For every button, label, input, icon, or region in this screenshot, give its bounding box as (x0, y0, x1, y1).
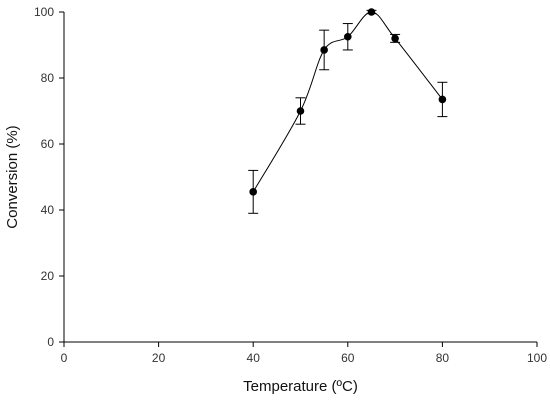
x-tick-label: 100 (527, 351, 547, 365)
y-tick-label: 40 (41, 203, 55, 217)
x-tick-label: 80 (436, 351, 450, 365)
axes (63, 12, 537, 343)
x-tick-label: 0 (61, 351, 68, 365)
data-point (320, 46, 328, 54)
x-tick-label: 40 (247, 351, 261, 365)
x-tick-label: 20 (152, 351, 166, 365)
data-point (438, 95, 447, 104)
data-point (391, 34, 399, 43)
y-tick-label: 100 (34, 5, 54, 19)
y-tick-label: 60 (41, 137, 55, 151)
data-point (249, 188, 257, 196)
y-axis-label: Conversion (%) (4, 125, 21, 228)
data-point (344, 32, 352, 41)
series-layer (248, 8, 448, 214)
y-tick-label: 80 (41, 71, 55, 85)
data-point (367, 8, 376, 16)
x-tick-label: 60 (341, 351, 355, 365)
x-axis-label: Temperature (ºC) (243, 378, 358, 395)
data-point (296, 107, 305, 115)
y-axis-ticks: 0 20 40 60 80 100 (34, 5, 64, 349)
y-tick-label: 20 (41, 269, 55, 283)
x-axis-ticks: 0 20 40 60 80 100 (61, 342, 547, 365)
y-tick-label: 0 (47, 335, 54, 349)
